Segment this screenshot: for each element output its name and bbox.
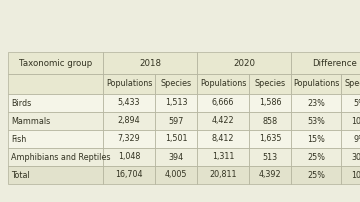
Bar xyxy=(341,74,360,94)
Text: 1,635: 1,635 xyxy=(259,135,281,143)
Bar xyxy=(197,130,249,148)
Bar xyxy=(197,74,249,94)
Text: Fish: Fish xyxy=(11,135,26,143)
Bar xyxy=(8,94,103,112)
Bar xyxy=(197,94,249,112)
Bar xyxy=(291,166,341,184)
Bar xyxy=(291,148,341,166)
Bar xyxy=(8,166,103,184)
Bar xyxy=(291,52,360,74)
Text: 1,513: 1,513 xyxy=(165,99,187,107)
Text: 8,412: 8,412 xyxy=(212,135,234,143)
Text: 2020: 2020 xyxy=(233,59,255,67)
Text: Populations: Populations xyxy=(200,80,246,88)
Bar xyxy=(249,74,291,94)
Text: Birds: Birds xyxy=(11,99,31,107)
Text: 30%: 30% xyxy=(351,153,360,162)
Text: 6,666: 6,666 xyxy=(212,99,234,107)
Text: 1,586: 1,586 xyxy=(259,99,281,107)
Bar xyxy=(103,166,155,184)
Text: 1,311: 1,311 xyxy=(212,153,234,162)
Text: 25%: 25% xyxy=(307,153,325,162)
Bar xyxy=(103,130,155,148)
Bar xyxy=(103,52,197,74)
Bar xyxy=(341,148,360,166)
Text: 1,501: 1,501 xyxy=(165,135,187,143)
Text: Species: Species xyxy=(161,80,192,88)
Bar xyxy=(291,130,341,148)
Text: 858: 858 xyxy=(262,117,278,125)
Text: 15%: 15% xyxy=(307,135,325,143)
Text: Amphibians and Reptiles: Amphibians and Reptiles xyxy=(11,153,111,162)
Text: 10%: 10% xyxy=(351,170,360,180)
Text: Difference: Difference xyxy=(312,59,357,67)
Text: 25%: 25% xyxy=(307,170,325,180)
Text: 16,704: 16,704 xyxy=(115,170,143,180)
Bar xyxy=(249,94,291,112)
Bar xyxy=(103,112,155,130)
Bar xyxy=(341,130,360,148)
Bar xyxy=(8,148,103,166)
Bar xyxy=(8,130,103,148)
Text: Populations: Populations xyxy=(106,80,152,88)
Bar xyxy=(249,148,291,166)
Bar xyxy=(249,112,291,130)
Text: 53%: 53% xyxy=(307,117,325,125)
Bar xyxy=(155,148,197,166)
Bar xyxy=(155,130,197,148)
Bar xyxy=(155,94,197,112)
Text: 597: 597 xyxy=(168,117,184,125)
Bar xyxy=(197,166,249,184)
Text: 23%: 23% xyxy=(307,99,325,107)
Text: 20,811: 20,811 xyxy=(209,170,237,180)
Bar xyxy=(8,74,103,94)
Text: Total: Total xyxy=(11,170,30,180)
Text: 9%: 9% xyxy=(354,135,360,143)
Text: 5,433: 5,433 xyxy=(118,99,140,107)
Bar xyxy=(291,94,341,112)
Bar xyxy=(197,52,291,74)
Text: Species: Species xyxy=(255,80,285,88)
Text: 2018: 2018 xyxy=(139,59,161,67)
Bar xyxy=(103,94,155,112)
Bar xyxy=(341,94,360,112)
Bar xyxy=(197,112,249,130)
Text: 10%: 10% xyxy=(351,117,360,125)
Bar xyxy=(155,166,197,184)
Bar xyxy=(249,166,291,184)
Bar xyxy=(155,74,197,94)
Text: 7,329: 7,329 xyxy=(118,135,140,143)
Text: 4,392: 4,392 xyxy=(259,170,281,180)
Text: 2,894: 2,894 xyxy=(118,117,140,125)
Text: Taxonomic group: Taxonomic group xyxy=(19,59,92,67)
Text: 4,422: 4,422 xyxy=(212,117,234,125)
Bar xyxy=(341,166,360,184)
Text: 1,048: 1,048 xyxy=(118,153,140,162)
Text: 4,005: 4,005 xyxy=(165,170,187,180)
Bar xyxy=(291,112,341,130)
Bar xyxy=(155,112,197,130)
Text: Species: Species xyxy=(345,80,360,88)
Bar xyxy=(103,74,155,94)
Bar xyxy=(8,112,103,130)
Bar xyxy=(291,74,341,94)
Bar xyxy=(341,112,360,130)
Text: Mammals: Mammals xyxy=(11,117,50,125)
Text: 5%: 5% xyxy=(354,99,360,107)
Text: Populations: Populations xyxy=(293,80,339,88)
Text: 513: 513 xyxy=(262,153,278,162)
Bar xyxy=(249,130,291,148)
Bar xyxy=(103,148,155,166)
Bar xyxy=(197,148,249,166)
Text: 394: 394 xyxy=(168,153,184,162)
Bar xyxy=(8,52,103,74)
